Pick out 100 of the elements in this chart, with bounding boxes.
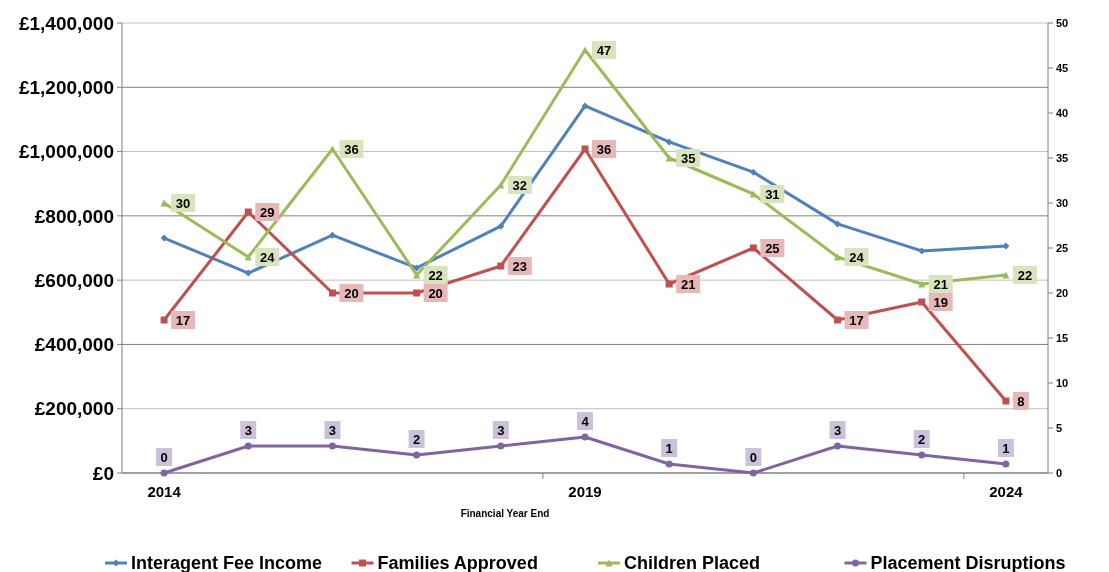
point — [244, 442, 252, 450]
point — [834, 442, 842, 450]
data-label: 23 — [512, 258, 528, 274]
x-tick-label: 2014 — [147, 483, 182, 500]
y2-tick-label: 20 — [1056, 286, 1069, 299]
data-label: 22 — [1017, 267, 1033, 283]
point — [160, 199, 168, 207]
data-label: 21 — [933, 276, 948, 292]
data-label: 2 — [413, 431, 421, 447]
data-label: 20 — [344, 285, 359, 301]
point — [665, 154, 673, 162]
data-label: 35 — [680, 150, 696, 166]
y2-tick-label: 45 — [1056, 61, 1069, 74]
y-tick-label: £1,000,000 — [18, 141, 114, 163]
data-label: 1 — [665, 440, 673, 456]
point — [665, 138, 673, 146]
point — [834, 220, 842, 228]
x-tick-label: 2019 — [568, 483, 602, 500]
point — [328, 289, 336, 297]
x-tick-label: 2024 — [989, 483, 1024, 500]
point — [413, 451, 421, 459]
point — [749, 469, 757, 477]
y2-tick-label: 15 — [1056, 331, 1069, 344]
data-label: 2 — [918, 431, 926, 447]
point — [1002, 397, 1010, 405]
point — [665, 460, 673, 468]
data-label: 24 — [849, 249, 865, 265]
point — [328, 231, 336, 239]
x-axis-title: Financial Year End — [460, 508, 550, 519]
y2-tick-label: 25 — [1056, 241, 1069, 254]
y-tick-label: £600,000 — [34, 269, 114, 291]
data-label: 29 — [260, 204, 275, 220]
y-tick-label: £1,200,000 — [18, 76, 114, 98]
point — [328, 442, 336, 450]
point — [1002, 242, 1010, 250]
point — [1002, 271, 1010, 279]
data-label: 30 — [175, 195, 191, 211]
data-label: 3 — [833, 422, 842, 438]
legend-label: Children Placed — [624, 553, 761, 572]
point — [497, 222, 505, 230]
y2-tick-label: 30 — [1056, 196, 1069, 209]
point — [160, 234, 168, 242]
data-label: 0 — [749, 449, 757, 465]
point — [244, 208, 252, 216]
point — [1002, 460, 1010, 468]
point — [918, 298, 926, 306]
point — [497, 262, 505, 270]
y2-tick-label: 50 — [1056, 16, 1069, 29]
y-tick-label: £200,000 — [34, 398, 114, 420]
point — [160, 469, 168, 477]
data-label: 36 — [344, 141, 359, 157]
point — [413, 264, 421, 272]
data-label: 3 — [328, 422, 337, 438]
data-label: 22 — [428, 267, 443, 283]
point — [160, 316, 168, 324]
point — [918, 280, 926, 288]
point — [749, 244, 757, 252]
y2-tick-label: 10 — [1056, 376, 1069, 389]
data-label: 8 — [1017, 393, 1025, 409]
y-tick-label: £1,400,000 — [18, 12, 114, 34]
data-label: 32 — [512, 177, 528, 193]
point — [749, 190, 757, 198]
y-tick-label: £800,000 — [34, 205, 114, 227]
y2-tick-label: 0 — [1056, 466, 1063, 479]
y-tick-label: £400,000 — [34, 334, 114, 356]
data-label: 19 — [933, 294, 948, 310]
data-label: 24 — [260, 249, 276, 265]
y2-tick-label: 35 — [1056, 151, 1069, 164]
data-label: 20 — [428, 285, 443, 301]
point — [665, 280, 673, 288]
data-label: 3 — [244, 422, 252, 438]
point — [581, 102, 589, 110]
point — [413, 271, 421, 279]
point — [244, 269, 252, 277]
point — [497, 181, 505, 189]
point — [581, 145, 589, 153]
point — [497, 442, 505, 450]
point — [328, 145, 336, 153]
point — [244, 253, 252, 261]
y-tick-label: £0 — [92, 462, 114, 484]
data-label: 17 — [175, 312, 191, 328]
data-label: 0 — [160, 449, 168, 465]
data-label: 25 — [765, 240, 780, 256]
point — [413, 289, 421, 297]
data-label: 4 — [581, 413, 590, 429]
point — [834, 316, 842, 324]
point — [749, 168, 757, 176]
point — [834, 253, 842, 261]
data-label: 47 — [596, 42, 612, 58]
data-label: 21 — [680, 276, 696, 292]
data-label: 31 — [765, 186, 780, 202]
point — [581, 46, 589, 54]
data-label: 17 — [849, 312, 864, 328]
point — [581, 433, 589, 441]
point — [918, 451, 926, 459]
y2-tick-label: 5 — [1056, 421, 1063, 434]
data-label: 3 — [497, 422, 505, 438]
y2-tick-label: 40 — [1056, 106, 1069, 119]
data-label: 1 — [1002, 440, 1010, 456]
data-label: 36 — [596, 141, 612, 157]
